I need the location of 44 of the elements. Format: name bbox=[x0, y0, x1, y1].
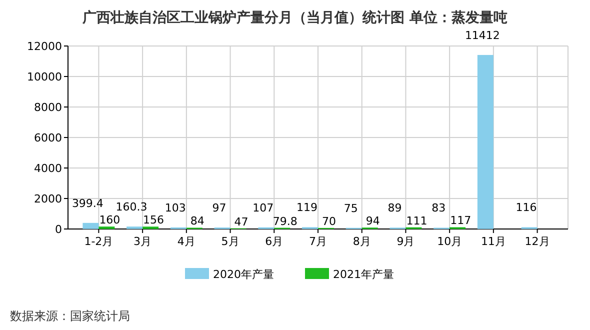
x-tick-label: 4月 bbox=[177, 235, 196, 248]
legend-label: 2021年产量 bbox=[333, 268, 394, 281]
data-label: 11412 bbox=[464, 28, 500, 42]
x-tick-label: 8月 bbox=[352, 235, 371, 248]
data-label: 117 bbox=[450, 214, 472, 228]
bar bbox=[477, 54, 494, 229]
x-tick-label: 3月 bbox=[134, 235, 152, 248]
data-label: 103 bbox=[164, 201, 186, 214]
x-tick-label: 9月 bbox=[396, 235, 415, 248]
y-tick-label: 8000 bbox=[34, 101, 62, 114]
source-note: 数据来源：国家统计局 bbox=[10, 309, 130, 323]
y-tick-label: 6000 bbox=[34, 132, 62, 144]
chart-title: 广西壮族自治区工业锅炉产量分月（当月值）统计图 单位：蒸发量吨 bbox=[82, 9, 508, 26]
data-label: 75 bbox=[344, 202, 358, 215]
y-tick-label: 12000 bbox=[27, 40, 62, 53]
x-tick-label: 6月 bbox=[265, 235, 284, 248]
data-label: 156 bbox=[143, 214, 164, 227]
data-label: 97 bbox=[212, 202, 226, 215]
data-label: 94 bbox=[366, 214, 380, 228]
bar bbox=[82, 222, 99, 229]
x-tick-label: 10月 bbox=[437, 235, 462, 248]
data-label: 107 bbox=[252, 201, 274, 214]
x-tick-label: 5月 bbox=[221, 235, 240, 248]
data-label: 399.4 bbox=[72, 196, 104, 210]
y-tick-label: 4000 bbox=[34, 162, 62, 175]
x-tick-label: 1-2月 bbox=[84, 235, 114, 248]
data-label: 84 bbox=[190, 214, 204, 228]
x-tick-label: 12月 bbox=[524, 235, 550, 248]
data-label: 47 bbox=[234, 215, 248, 228]
data-label: 89 bbox=[388, 202, 402, 215]
data-label: 70 bbox=[322, 214, 336, 228]
data-label: 79.8 bbox=[272, 214, 298, 228]
data-label: 160 bbox=[99, 214, 120, 227]
y-tick-label: 0 bbox=[55, 223, 62, 236]
data-label: 116 bbox=[516, 201, 537, 214]
data-label: 111 bbox=[406, 214, 428, 228]
data-label: 83 bbox=[432, 202, 446, 215]
data-label: 119 bbox=[296, 201, 318, 214]
x-tick-label: 11月 bbox=[480, 235, 506, 248]
legend-label: 2020年产量 bbox=[213, 268, 274, 281]
y-tick-label: 2000 bbox=[34, 192, 62, 206]
y-tick-label: 10000 bbox=[27, 70, 62, 84]
data-label: 160.3 bbox=[116, 200, 148, 214]
x-tick-label: 7月 bbox=[309, 235, 327, 248]
